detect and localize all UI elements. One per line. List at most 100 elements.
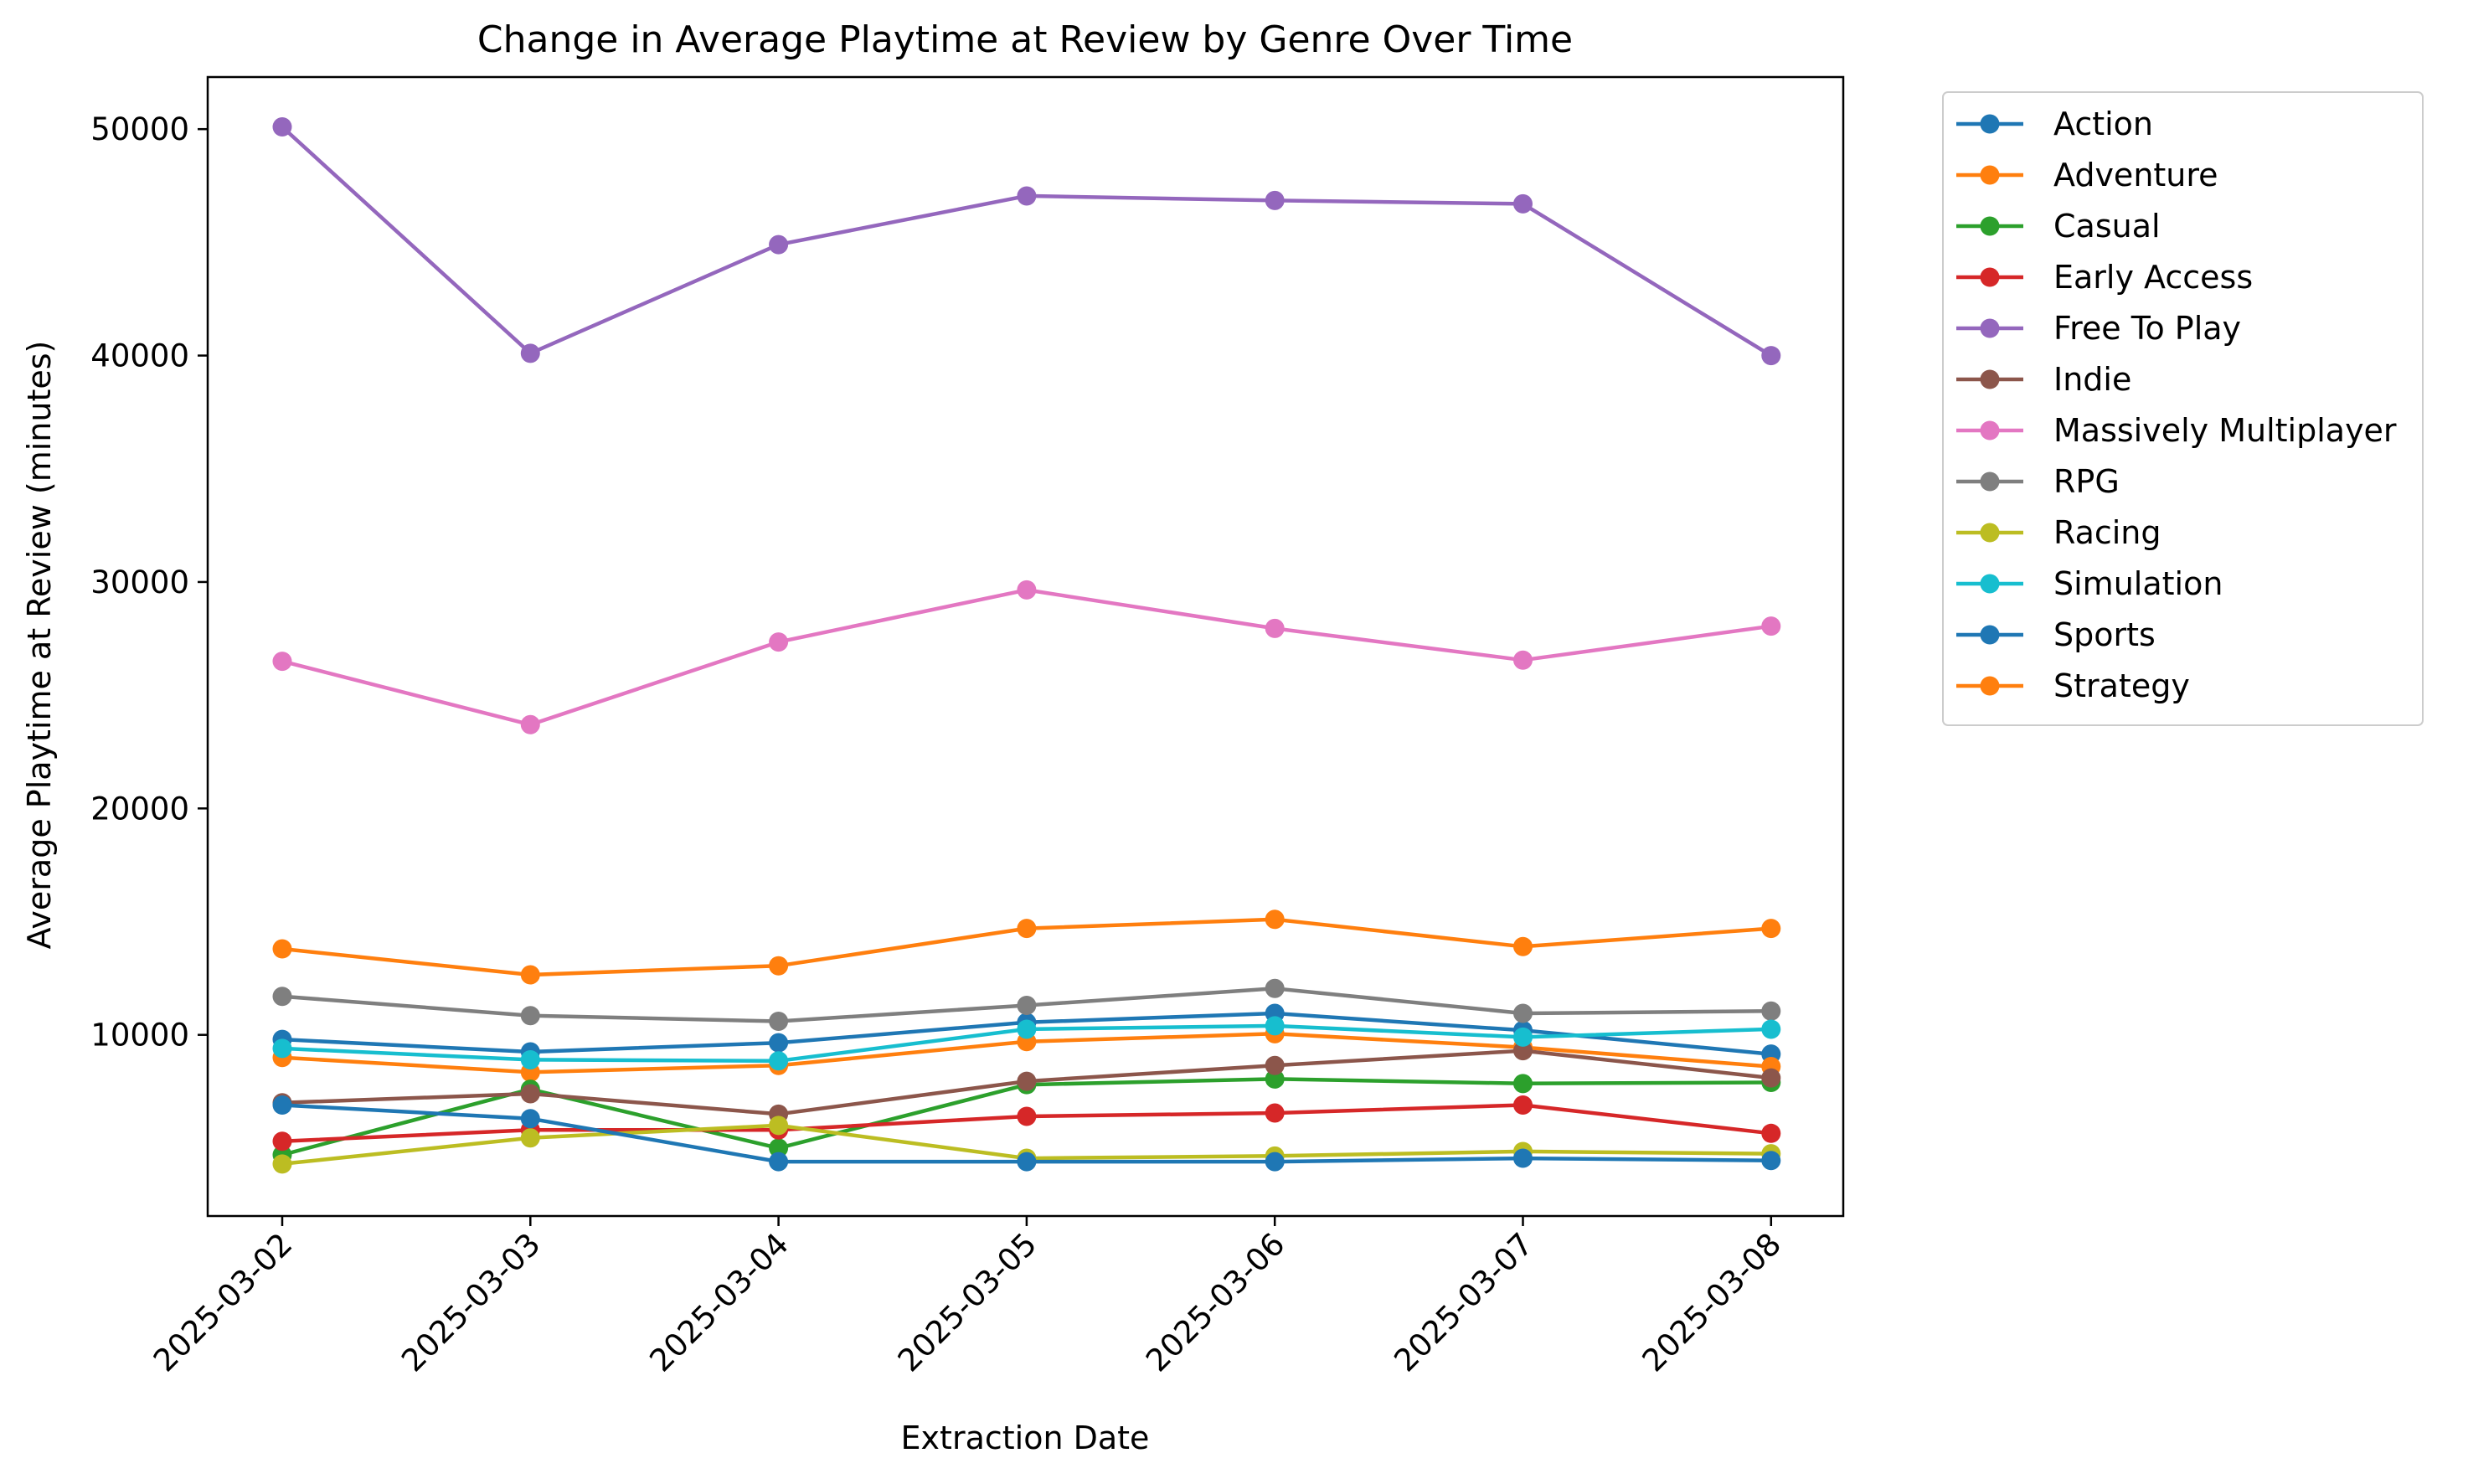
legend-label: Casual — [2053, 208, 2161, 245]
x-axis-label: Extraction Date — [901, 1420, 1150, 1456]
data-point-free-to-play — [1513, 193, 1533, 214]
legend-label: RPG — [2053, 463, 2120, 500]
data-point-indie — [520, 1084, 540, 1104]
data-point-rpg — [1265, 978, 1285, 998]
data-point-casual — [1265, 1069, 1285, 1089]
data-point-indie — [1513, 1041, 1533, 1061]
data-point-rpg — [769, 1011, 789, 1031]
data-point-early-access — [272, 1131, 292, 1152]
series-simulation — [272, 1016, 1781, 1071]
legend-swatch-marker — [1980, 114, 2000, 134]
y-axis-label: Average Playtime at Review (minutes) — [21, 341, 58, 950]
y-axis-ticks: 10000 20000 30000 40000 50000 — [90, 111, 208, 1054]
legend-swatch-marker — [1980, 471, 2000, 492]
y-tick-label: 30000 — [90, 564, 189, 600]
y-tick-label: 40000 — [90, 338, 189, 374]
data-point-massively-multiplayer — [1761, 616, 1781, 636]
data-point-free-to-play — [769, 234, 789, 255]
legend-swatch-marker — [1980, 318, 2000, 338]
legend-label: Indie — [2053, 361, 2131, 398]
data-point-simulation — [1265, 1016, 1285, 1036]
legend-label: Early Access — [2053, 259, 2253, 296]
legend-label: Action — [2053, 106, 2153, 142]
legend-item-strategy: Strategy — [1956, 667, 2190, 704]
data-point-strategy — [1265, 909, 1285, 930]
legend-swatch-marker — [1980, 625, 2000, 645]
data-point-strategy — [520, 965, 540, 985]
data-point-rpg — [1513, 1003, 1533, 1023]
legend-label: Simulation — [2053, 565, 2223, 602]
data-point-sports — [769, 1152, 789, 1172]
data-point-rpg — [520, 1006, 540, 1026]
series-massively-multiplayer — [272, 580, 1781, 734]
data-point-indie — [1017, 1071, 1037, 1091]
legend-item-indie: Indie — [1956, 361, 2131, 398]
data-point-massively-multiplayer — [272, 652, 292, 672]
data-point-casual — [769, 1138, 789, 1158]
legend-item-action: Action — [1956, 106, 2153, 142]
series-free-to-play — [272, 116, 1781, 366]
legend-item-adventure: Adventure — [1956, 157, 2218, 193]
legend-swatch-marker — [1980, 165, 2000, 185]
series-strategy — [272, 909, 1781, 985]
legend-swatch-marker — [1980, 574, 2000, 594]
data-point-early-access — [1017, 1106, 1037, 1126]
legend-box — [1942, 91, 2424, 726]
data-point-simulation — [272, 1038, 292, 1059]
data-point-sports — [1265, 1152, 1285, 1172]
legend-item-free-to-play: Free To Play — [1956, 310, 2241, 347]
data-point-racing — [769, 1116, 789, 1136]
series-sports — [272, 1095, 1781, 1172]
data-point-simulation — [769, 1051, 789, 1071]
data-point-simulation — [1513, 1027, 1533, 1047]
plot-frame — [206, 75, 1845, 1218]
legend-swatch-marker — [1980, 267, 2000, 287]
legend-item-simulation: Simulation — [1956, 565, 2223, 602]
legend-item-racing: Racing — [1956, 514, 2161, 551]
data-point-sports — [272, 1095, 292, 1116]
y-tick-label: 50000 — [90, 111, 189, 147]
series-layer — [272, 116, 1781, 1174]
y-tick-label: 20000 — [90, 791, 189, 827]
y-tick-label: 10000 — [90, 1018, 189, 1054]
series-indie — [272, 1041, 1781, 1124]
data-point-simulation — [520, 1049, 540, 1069]
legend-swatch-marker — [1980, 676, 2000, 696]
data-point-casual — [1513, 1074, 1533, 1094]
data-point-strategy — [1513, 936, 1533, 956]
data-point-indie — [1265, 1055, 1285, 1075]
data-point-sports — [520, 1109, 540, 1129]
data-point-sports — [1761, 1151, 1781, 1171]
data-point-massively-multiplayer — [1017, 580, 1037, 600]
data-point-early-access — [1761, 1123, 1781, 1143]
data-point-rpg — [272, 987, 292, 1007]
legend-swatch-marker — [1980, 216, 2000, 236]
data-point-massively-multiplayer — [769, 632, 789, 652]
data-point-strategy — [769, 956, 789, 976]
data-point-free-to-play — [272, 116, 292, 137]
data-point-racing — [520, 1128, 540, 1148]
legend: Action Adventure Casual Early Access Free To… — [1942, 91, 2424, 726]
legend-label: Strategy — [2053, 667, 2190, 704]
legend-label: Racing — [2053, 514, 2161, 551]
legend-label: Sports — [2053, 616, 2156, 653]
data-point-rpg — [1017, 996, 1037, 1016]
data-point-indie — [1761, 1068, 1781, 1088]
data-point-rpg — [1761, 1001, 1781, 1021]
data-point-sports — [1513, 1148, 1533, 1168]
data-point-racing — [272, 1154, 292, 1174]
series-rpg — [272, 978, 1781, 1031]
data-point-free-to-play — [1761, 346, 1781, 366]
legend-item-early-access: Early Access — [1956, 259, 2253, 296]
legend-item-casual: Casual — [1956, 208, 2161, 245]
data-point-massively-multiplayer — [520, 714, 540, 734]
legend-swatch-marker — [1980, 523, 2000, 543]
legend-swatch-marker — [1980, 420, 2000, 441]
legend-label: Free To Play — [2053, 310, 2241, 347]
legend-label: Adventure — [2053, 157, 2218, 193]
data-point-action — [769, 1033, 789, 1053]
data-point-massively-multiplayer — [1265, 618, 1285, 638]
data-point-free-to-play — [1265, 190, 1285, 210]
